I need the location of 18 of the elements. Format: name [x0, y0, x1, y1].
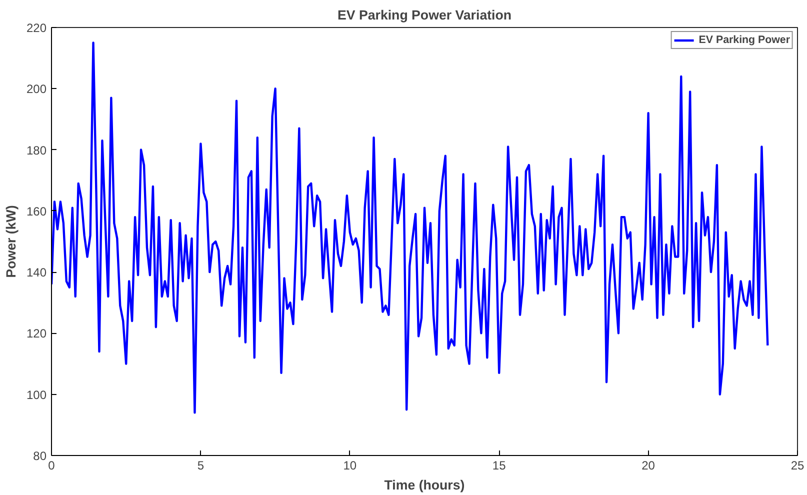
y-axis-title: Power (kW)	[3, 205, 18, 278]
y-tick-label: 220	[26, 21, 47, 35]
legend-label: EV Parking Power	[698, 34, 790, 46]
y-tick-label: 200	[26, 82, 47, 96]
x-tick-label: 0	[48, 458, 56, 472]
y-tick-label: 140	[26, 266, 47, 280]
y-tick-label: 80	[33, 449, 47, 463]
y-tick-label: 100	[26, 388, 47, 402]
x-tick-label: 10	[343, 458, 357, 472]
x-tick-label: 20	[642, 458, 656, 472]
x-tick-label: 25	[790, 458, 804, 472]
y-tick-label: 160	[26, 204, 47, 218]
y-tick-label: 180	[26, 143, 47, 158]
y-tick-label: 120	[26, 326, 47, 341]
chart-title: EV Parking Power Variation	[337, 8, 512, 22]
x-tick-label: 15	[492, 458, 506, 472]
x-tick-label: 5	[197, 458, 204, 472]
x-axis-title: Time (hours)	[384, 478, 465, 492]
